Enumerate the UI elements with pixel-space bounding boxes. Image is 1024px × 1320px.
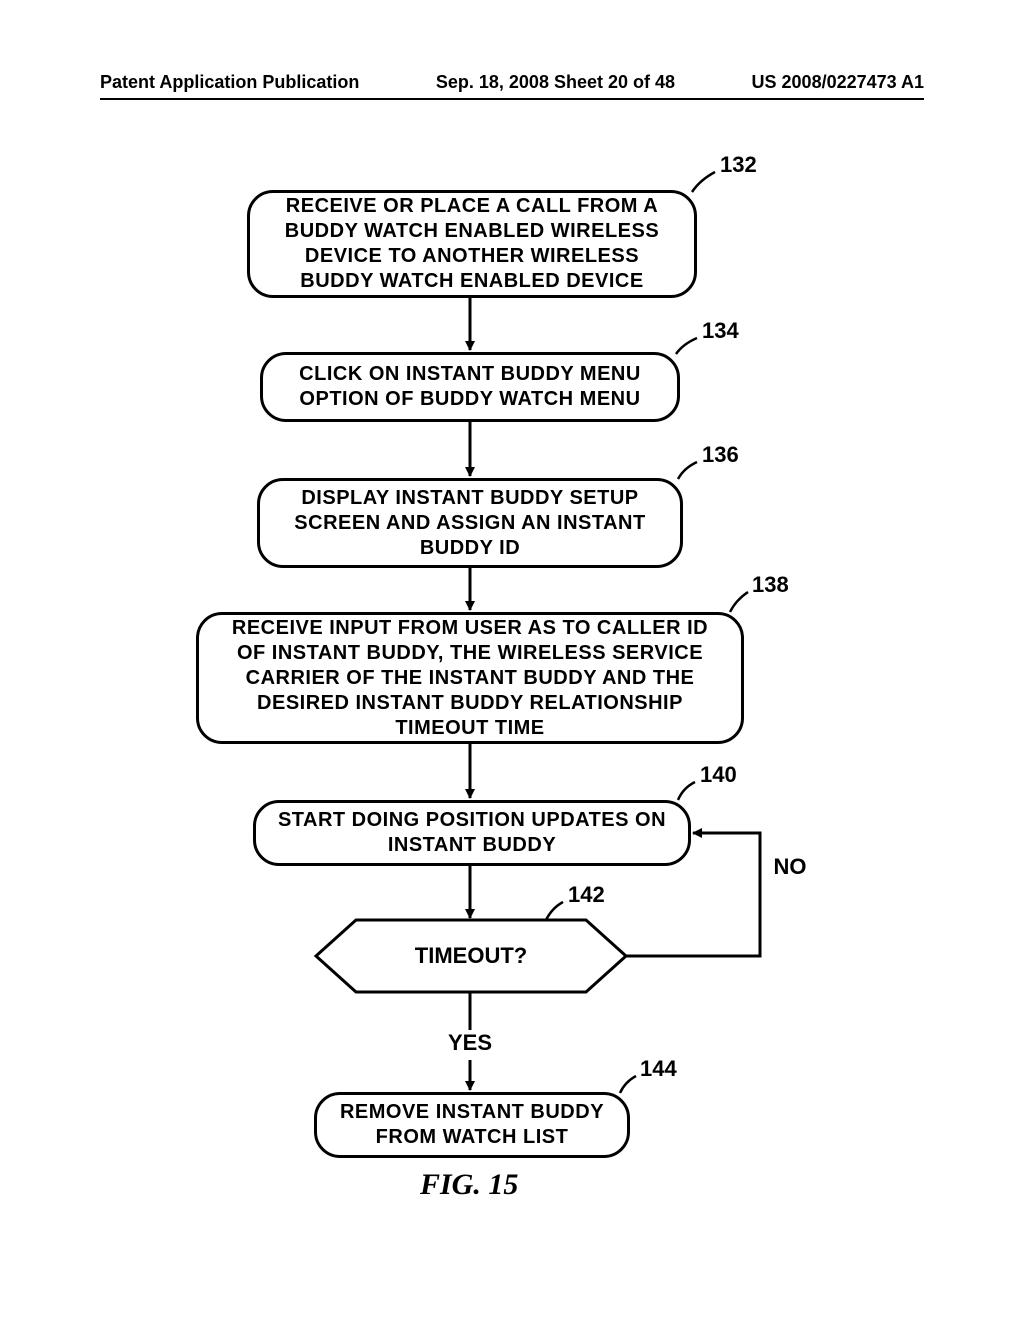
decision-timeout: TIMEOUT? — [316, 920, 626, 992]
step-start-position-updates: START DOING POSITION UPDATES ON INSTANT … — [253, 800, 691, 866]
header-left: Patent Application Publication — [100, 72, 359, 93]
step-text: START DOING POSITION UPDATES ON INSTANT … — [272, 808, 672, 858]
label-no: NO — [770, 854, 810, 880]
step-remove-from-watch-list: REMOVE INSTANT BUDDY FROM WATCH LIST — [314, 1092, 630, 1158]
patent-figure-page: Patent Application Publication Sep. 18, … — [0, 0, 1024, 1320]
ref-142: 142 — [568, 882, 605, 908]
decision-text: TIMEOUT? — [415, 942, 527, 970]
header-right: US 2008/0227473 A1 — [752, 72, 924, 93]
header-rule — [100, 98, 924, 100]
step-click-instant-buddy-menu: CLICK ON INSTANT BUDDY MENU OPTION OF BU… — [260, 352, 680, 422]
step-text: REMOVE INSTANT BUDDY FROM WATCH LIST — [333, 1100, 611, 1150]
step-text: RECEIVE OR PLACE A CALL FROM A BUDDY WAT… — [266, 194, 678, 294]
ref-136: 136 — [702, 442, 739, 468]
ref-132: 132 — [720, 152, 757, 178]
label-yes: YES — [446, 1030, 494, 1056]
ref-134: 134 — [702, 318, 739, 344]
header-center: Sep. 18, 2008 Sheet 20 of 48 — [436, 72, 675, 93]
ref-144: 144 — [640, 1056, 677, 1082]
figure-label: FIG. 15 — [420, 1168, 518, 1202]
ref-140: 140 — [700, 762, 737, 788]
step-text: DISPLAY INSTANT BUDDY SETUP SCREEN AND A… — [276, 486, 664, 561]
step-text: CLICK ON INSTANT BUDDY MENU OPTION OF BU… — [279, 362, 661, 412]
step-display-setup-screen: DISPLAY INSTANT BUDDY SETUP SCREEN AND A… — [257, 478, 683, 568]
ref-138: 138 — [752, 572, 789, 598]
page-header: Patent Application Publication Sep. 18, … — [0, 72, 1024, 93]
step-text: RECEIVE INPUT FROM USER AS TO CALLER ID … — [215, 616, 725, 741]
step-receive-or-place-call: RECEIVE OR PLACE A CALL FROM A BUDDY WAT… — [247, 190, 697, 298]
step-receive-user-input: RECEIVE INPUT FROM USER AS TO CALLER ID … — [196, 612, 744, 744]
